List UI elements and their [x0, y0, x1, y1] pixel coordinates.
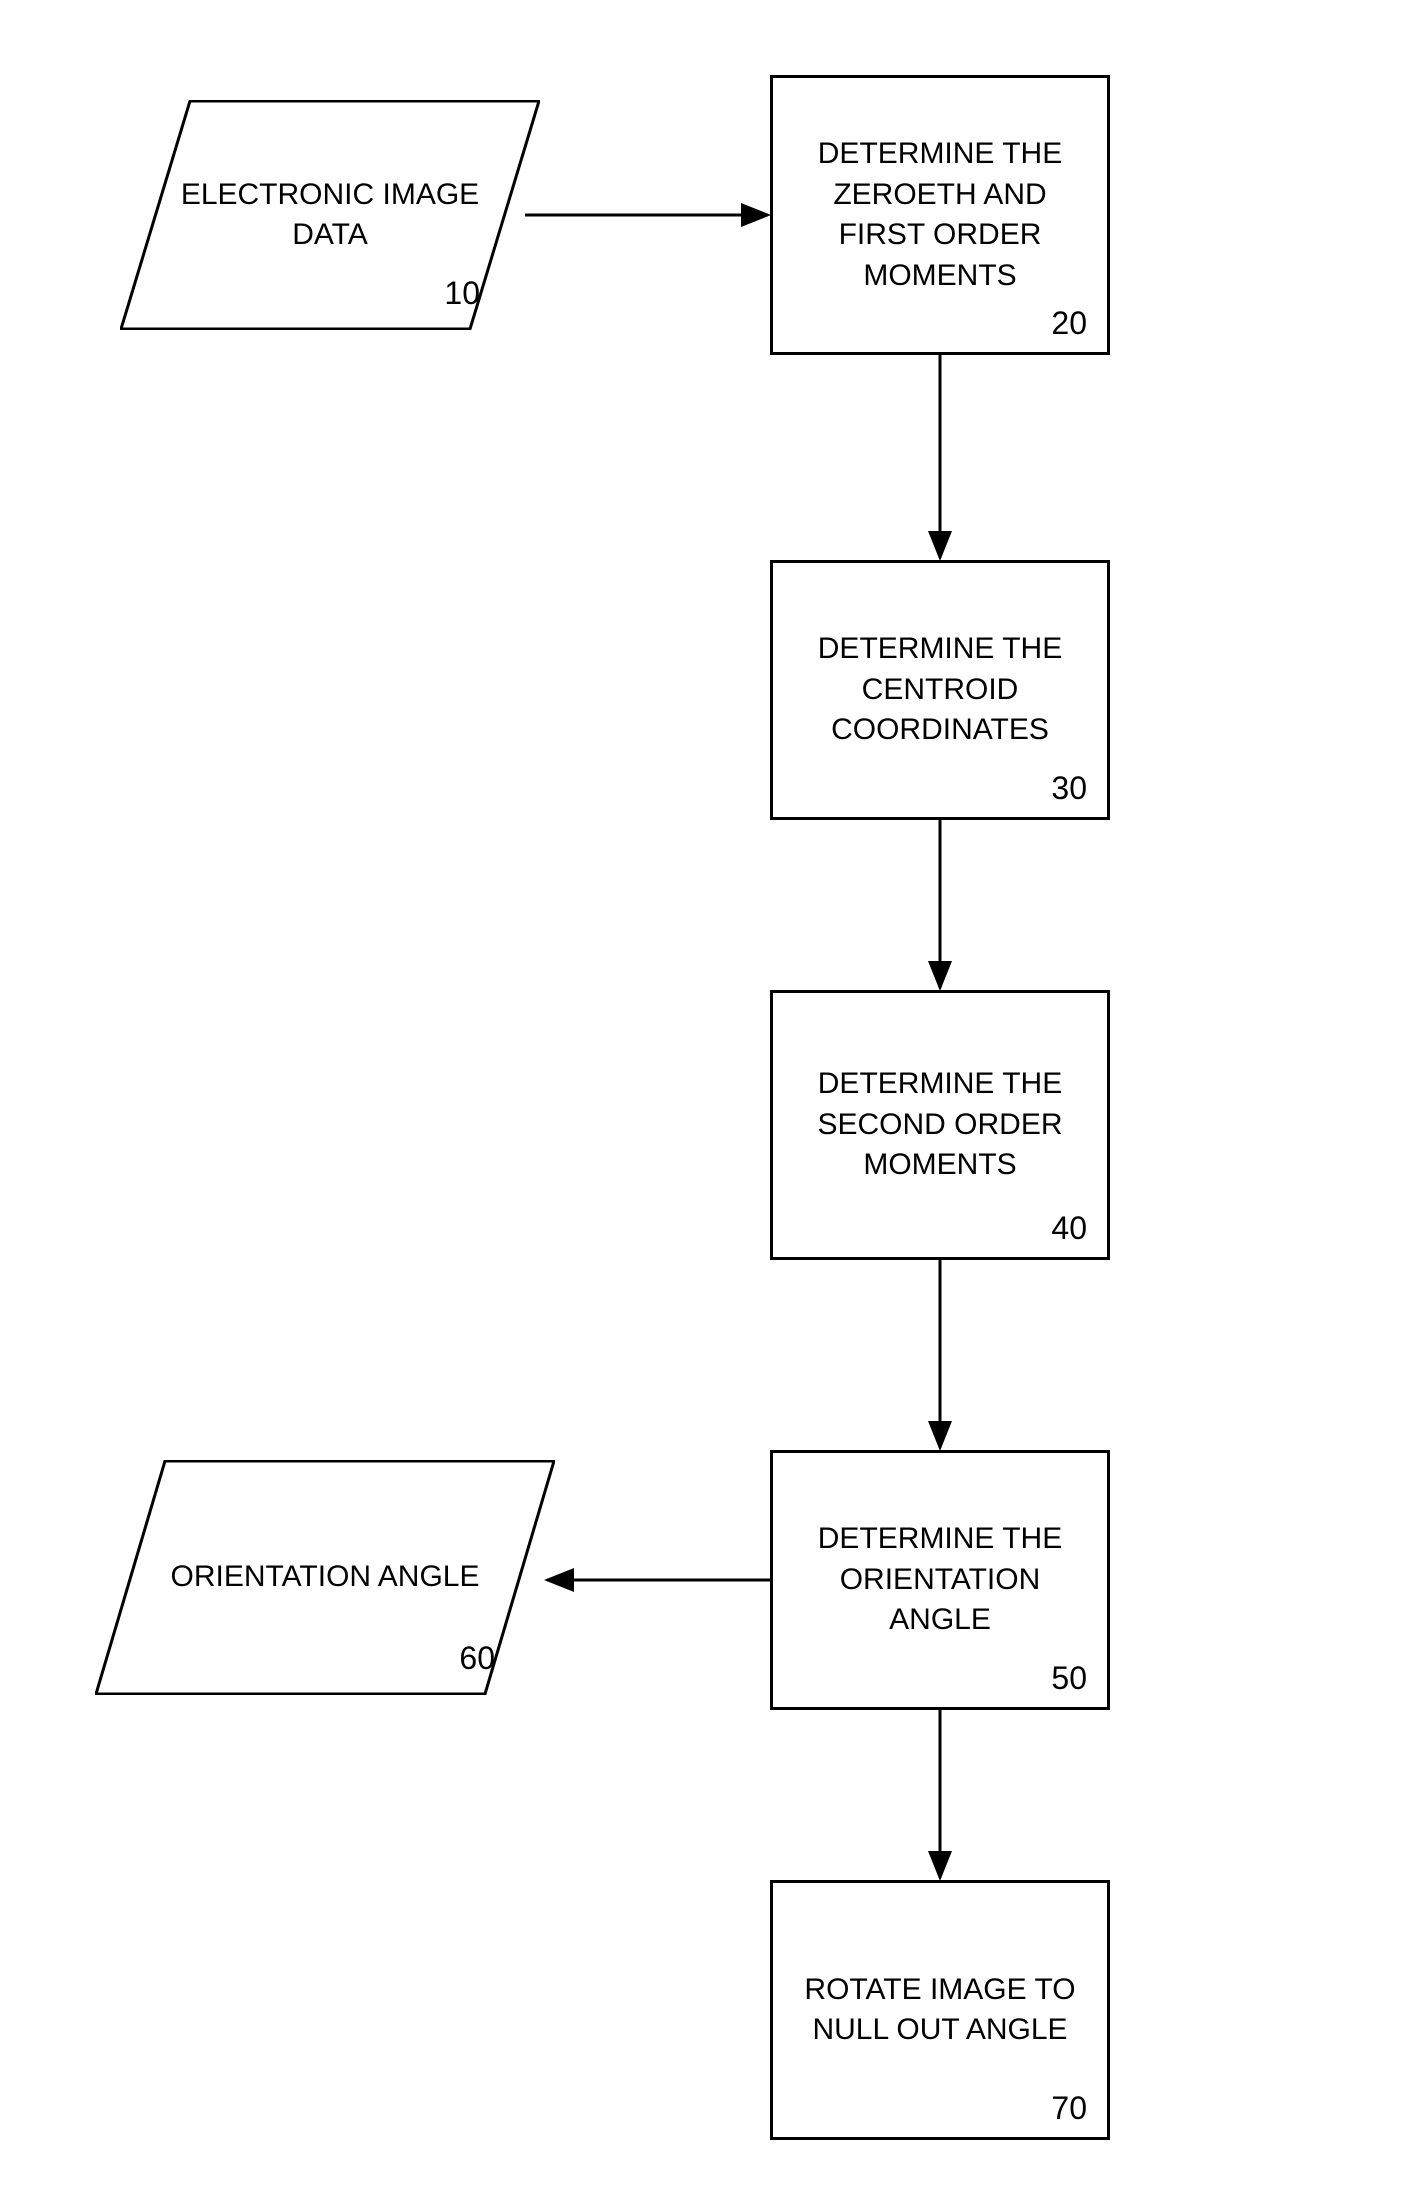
node-label: ELECTRONIC IMAGE DATA — [160, 175, 500, 256]
flowchart-node-input-data: ELECTRONIC IMAGE DATA 10 — [120, 100, 540, 330]
node-label: ORIENTATION ANGLE — [171, 1557, 480, 1598]
flowchart-node-output-orientation-angle: ORIENTATION ANGLE 60 — [95, 1460, 555, 1695]
node-ref: 70 — [1051, 2090, 1087, 2127]
node-ref: 40 — [1051, 1210, 1087, 1247]
node-ref: 30 — [1051, 770, 1087, 807]
flowchart-node-rotate-image: ROTATE IMAGE TO NULL OUT ANGLE 70 — [770, 1880, 1110, 2140]
node-ref: 60 — [459, 1640, 495, 1677]
node-label: DETERMINE THE CENTROID COORDINATES — [788, 629, 1092, 751]
flowchart-container: ELECTRONIC IMAGE DATA 10 DETERMINE THE Z… — [0, 0, 1412, 2212]
flowchart-node-determine-zeroeth-first: DETERMINE THE ZEROETH AND FIRST ORDER MO… — [770, 75, 1110, 355]
flowchart-node-determine-second-order: DETERMINE THE SECOND ORDER MOMENTS 40 — [770, 990, 1110, 1260]
node-label: ROTATE IMAGE TO NULL OUT ANGLE — [788, 1970, 1092, 2051]
flowchart-node-determine-orientation-angle: DETERMINE THE ORIENTATION ANGLE 50 — [770, 1450, 1110, 1710]
node-label: DETERMINE THE ZEROETH AND FIRST ORDER MO… — [788, 134, 1092, 296]
flowchart-edges — [0, 0, 1412, 2212]
node-label: DETERMINE THE SECOND ORDER MOMENTS — [788, 1064, 1092, 1186]
node-ref: 10 — [444, 275, 480, 312]
flowchart-node-determine-centroid: DETERMINE THE CENTROID COORDINATES 30 — [770, 560, 1110, 820]
node-ref: 20 — [1051, 305, 1087, 342]
node-ref: 50 — [1051, 1660, 1087, 1697]
node-label: DETERMINE THE ORIENTATION ANGLE — [788, 1519, 1092, 1641]
